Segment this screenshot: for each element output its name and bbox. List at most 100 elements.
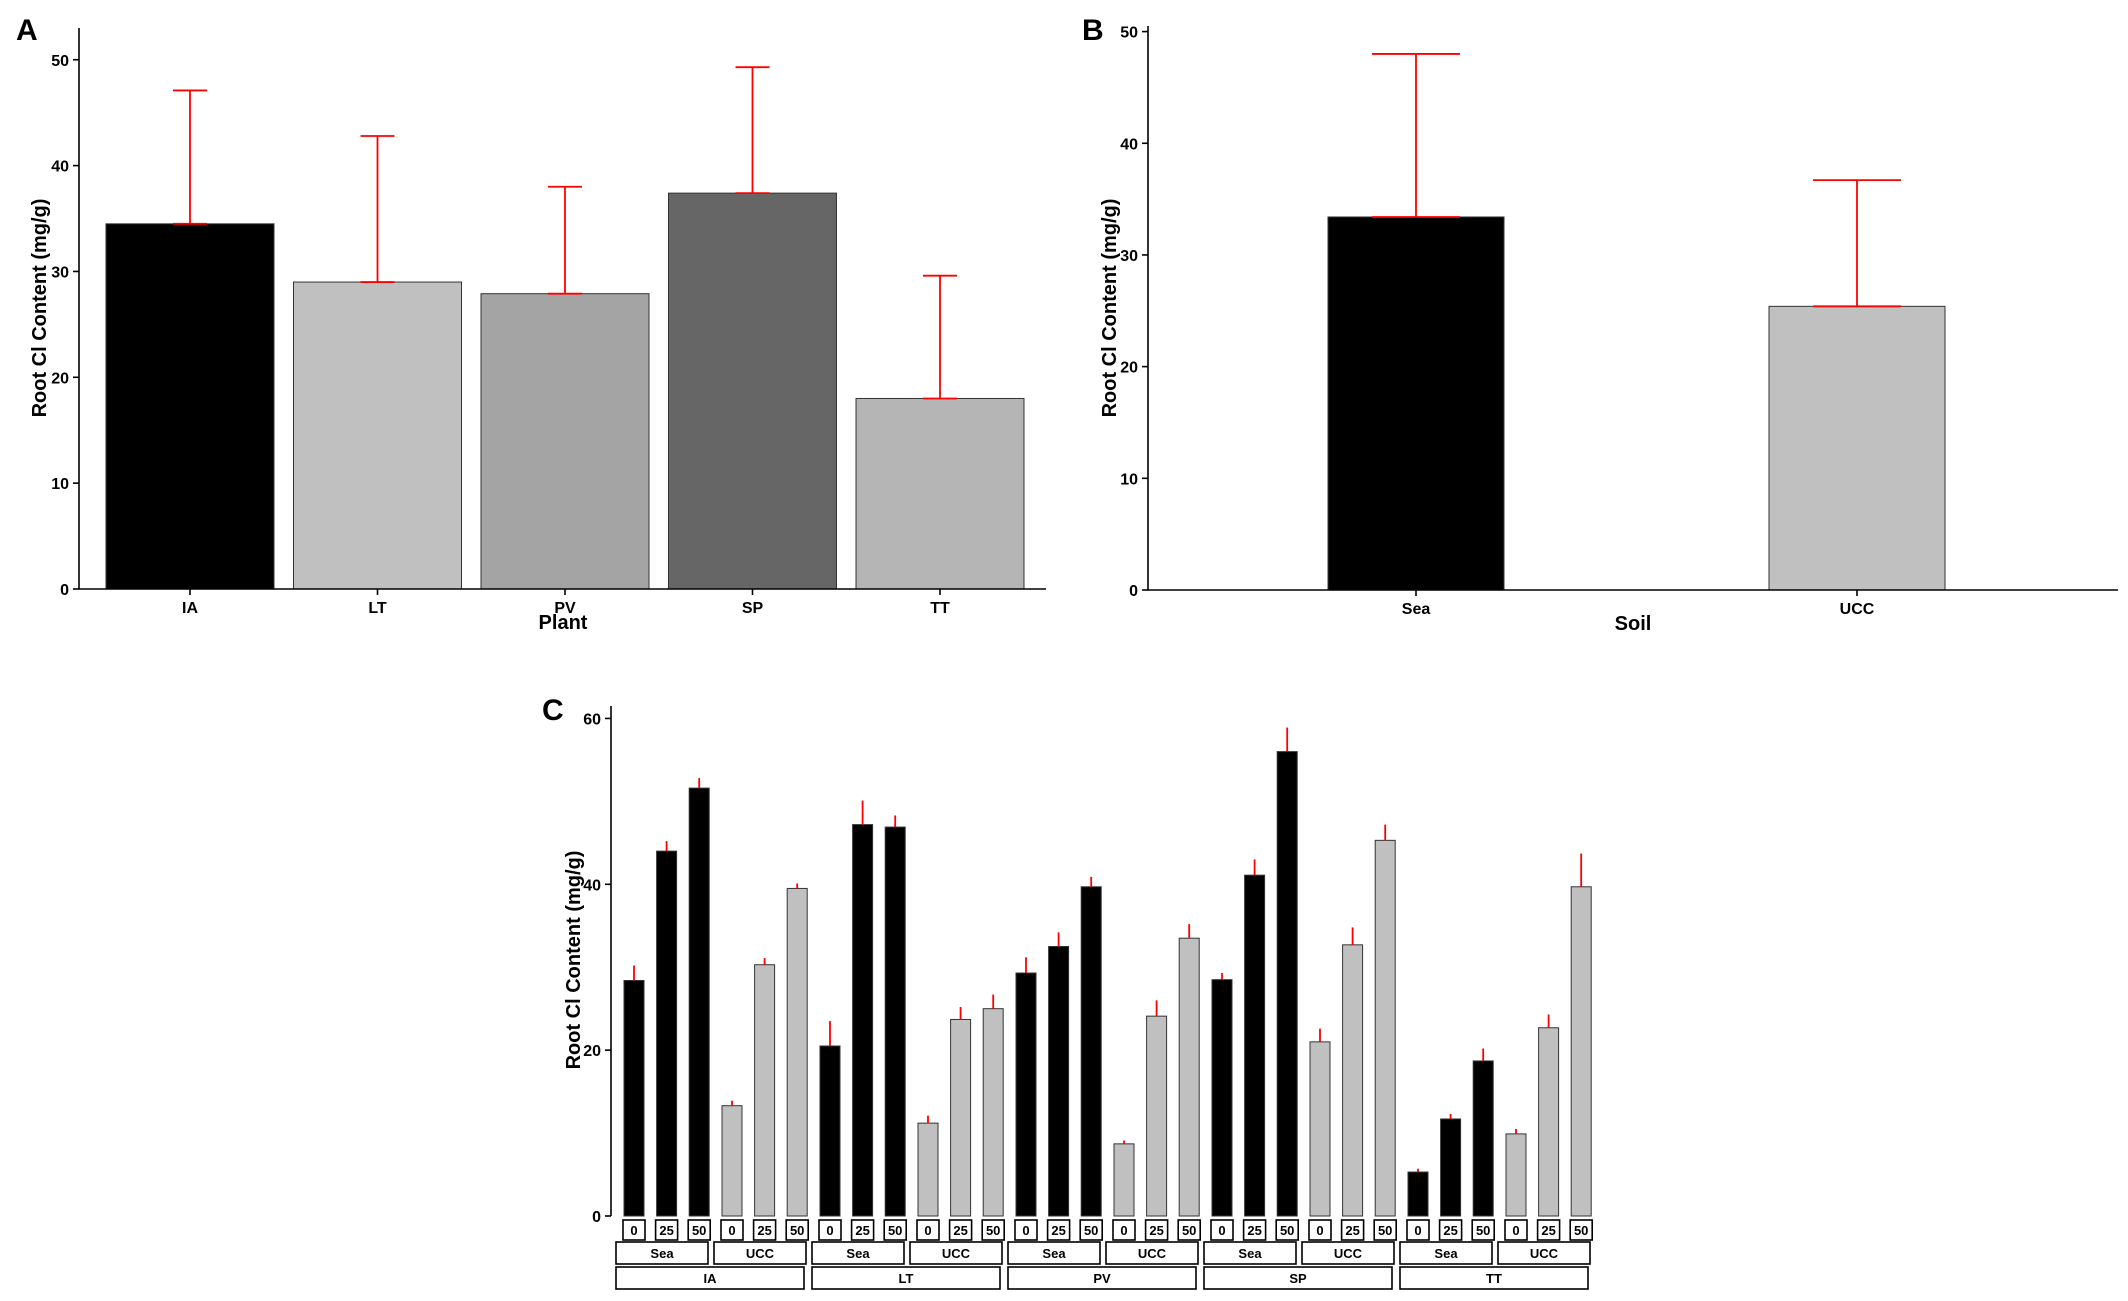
panel-c-bars xyxy=(623,751,1592,1217)
panel-c-pv-sea-level-strip xyxy=(1046,1219,1071,1241)
panel-c-pv-ucc-soil-strip xyxy=(1105,1241,1199,1265)
panel-c-pv-sea-level-label-25: 25 xyxy=(1051,1223,1065,1238)
panel-c-pv-ucc-bar-0 xyxy=(1113,1143,1135,1217)
panel-c-sp-sea-soil-label: Sea xyxy=(1238,1246,1262,1261)
panel-c-sp-ucc-soil-label: UCC xyxy=(1334,1246,1363,1261)
panel-c-pv-ucc-level-strip xyxy=(1177,1219,1201,1241)
panel-c-y-tick-label: 0 xyxy=(592,1209,601,1226)
panel-c-pv-sea-bar-25 xyxy=(1048,945,1070,1217)
panel-c: C 0 20 40 60 0 25 50 Sea 0 25 50 UCC 0 25 50 Sea 0 25 50 U… xyxy=(542,694,1593,1290)
panel-b-y-tick-label: 40 xyxy=(1120,136,1138,153)
panel-c-sp-ucc-level-label-0: 0 xyxy=(1316,1223,1323,1238)
panel-c-ia-ucc-level-strip xyxy=(752,1219,777,1241)
panel-a-x-tick-label-ia: IA xyxy=(182,600,198,617)
panel-c-tt-sea-level-label-25: 25 xyxy=(1443,1223,1457,1238)
panel-c-tt-sea-level-label-0: 0 xyxy=(1414,1223,1421,1238)
panel-c-pv-ucc-level-label-0: 0 xyxy=(1120,1223,1127,1238)
panel-c-facet-strips: 0 25 50 Sea 0 25 50 UCC 0 25 50 Sea 0 25 50 UCC 0 25 50 Sea… xyxy=(615,1219,1593,1290)
panel-a-bar-pv xyxy=(480,293,650,590)
panel-c-sp-ucc-bar-0 xyxy=(1309,1041,1331,1217)
panel-b-error-bars xyxy=(1372,53,1901,308)
panel-c-sp-sea-bar-50 xyxy=(1276,751,1298,1217)
panel-c-lt-ucc-bar-50 xyxy=(982,1008,1004,1217)
panel-c-pv-sea-level-strip xyxy=(1079,1219,1103,1241)
panel-c-sp-ucc-level-strip xyxy=(1373,1219,1397,1241)
panel-c-tt-sea-bar-50 xyxy=(1472,1060,1494,1217)
panel-c-sp-ucc-level-strip xyxy=(1308,1219,1332,1241)
panel-c-pv-sea-level-label-0: 0 xyxy=(1022,1223,1029,1238)
panel-c-pv-sea-bar-50 xyxy=(1080,886,1102,1217)
panel-c-plant-label-tt: TT xyxy=(1486,1271,1502,1286)
panel-c-lt-ucc-level-strip xyxy=(948,1219,973,1241)
panel-c-pv-ucc-level-label-25: 25 xyxy=(1149,1223,1163,1238)
panel-c-sp-ucc-level-strip xyxy=(1340,1219,1365,1241)
panel-c-tt-ucc-level-strip xyxy=(1536,1219,1561,1241)
panel-c-plant-strip-ia xyxy=(615,1266,805,1290)
panel-c-pv-sea-level-label-50: 50 xyxy=(1084,1223,1098,1238)
panel-c-plant-strip-tt xyxy=(1399,1266,1589,1290)
panel-c-plant-label-sp: SP xyxy=(1289,1271,1307,1286)
panel-a-y-tick-label: 40 xyxy=(51,159,69,176)
panel-c-tt-ucc-soil-strip xyxy=(1497,1241,1591,1265)
panel-a-x-tick-label-lt: LT xyxy=(368,600,387,617)
panel-c-lt-ucc-level-label-50: 50 xyxy=(986,1223,1000,1238)
panel-c-ia-sea-bar-50 xyxy=(688,787,710,1217)
panel-c-sp-sea-bar-25 xyxy=(1244,874,1266,1217)
panel-b-y-tick-label: 0 xyxy=(1129,583,1138,600)
panel-c-sp-sea-level-strip xyxy=(1242,1219,1267,1241)
panel-b-x-axis-label: Soil xyxy=(1615,613,1652,635)
panel-c-lt-sea-level-strip xyxy=(883,1219,908,1241)
panel-b: B 0 10 20 30 40 50 Sea UCC Soil Root Cl Conten… xyxy=(1082,14,2118,635)
panel-a-label: A xyxy=(16,14,38,47)
panel-c-pv-ucc-bar-50 xyxy=(1178,937,1200,1217)
panel-c-pv-sea-level-strip xyxy=(1014,1219,1038,1241)
panel-c-sp-sea-level-label-0: 0 xyxy=(1218,1223,1225,1238)
panel-c-ia-sea-bar-0 xyxy=(623,979,645,1217)
panel-c-lt-sea-level-strip xyxy=(818,1219,842,1241)
panel-c-tt-sea-level-strip xyxy=(1438,1219,1463,1241)
panel-c-pv-ucc-soil-label: UCC xyxy=(1138,1246,1167,1261)
panel-c-label: C xyxy=(542,694,564,727)
panel-c-y-tick-label: 40 xyxy=(583,877,601,894)
panel-b-label: B xyxy=(1082,14,1104,47)
panel-c-sp-sea-bar-0 xyxy=(1211,979,1233,1217)
panel-c-ia-ucc-bar-25 xyxy=(754,964,776,1217)
panel-c-sp-ucc-bar-25 xyxy=(1342,944,1364,1217)
panel-a-x-ticks: IA LT PV SP TT xyxy=(182,589,950,617)
panel-c-lt-sea-soil-strip xyxy=(811,1241,905,1265)
panel-c-sp-ucc-soil-strip xyxy=(1301,1241,1395,1265)
panel-c-tt-sea-level-label-50: 50 xyxy=(1476,1223,1490,1238)
panel-c-pv-ucc-level-label-50: 50 xyxy=(1182,1223,1196,1238)
panel-c-ia-sea-level-strip xyxy=(687,1219,712,1241)
panel-a-y-tick-label: 50 xyxy=(51,53,69,70)
panel-c-ia-sea-level-strip xyxy=(622,1219,646,1241)
panel-c-tt-sea-bar-25 xyxy=(1440,1118,1462,1217)
panel-c-lt-sea-level-label-0: 0 xyxy=(826,1223,833,1238)
panel-c-ia-sea-bar-25 xyxy=(656,850,678,1217)
panel-c-plant-label-ia: IA xyxy=(704,1271,718,1286)
panel-c-tt-ucc-level-label-25: 25 xyxy=(1541,1223,1555,1238)
panel-c-sp-sea-level-label-50: 50 xyxy=(1280,1223,1294,1238)
panel-c-ia-sea-level-label-0: 0 xyxy=(630,1223,637,1238)
panel-c-pv-ucc-bar-25 xyxy=(1146,1015,1168,1217)
panel-b-x-tick-label-sea: Sea xyxy=(1402,601,1431,618)
panel-c-y-ticks: 0 20 40 60 xyxy=(583,711,611,1226)
panel-c-lt-sea-bar-0 xyxy=(819,1045,841,1217)
panel-c-ia-ucc-level-strip xyxy=(785,1219,810,1241)
panel-a-y-tick-label: 30 xyxy=(51,264,69,281)
panel-b-y-tick-label: 10 xyxy=(1120,471,1138,488)
panel-c-ia-ucc-level-label-0: 0 xyxy=(728,1223,735,1238)
panel-c-lt-sea-bar-50 xyxy=(884,826,906,1217)
panel-c-lt-ucc-soil-strip xyxy=(909,1241,1003,1265)
panel-c-ia-sea-soil-strip xyxy=(615,1241,709,1265)
panel-b-bar-ucc xyxy=(1768,305,1946,591)
panel-c-ia-ucc-soil-label: UCC xyxy=(746,1246,775,1261)
panel-a-x-tick-label-pv: PV xyxy=(554,600,576,617)
panel-c-pv-ucc-level-strip xyxy=(1112,1219,1136,1241)
panel-c-sp-ucc-bar-50 xyxy=(1374,839,1396,1217)
panel-a-x-tick-label-tt: TT xyxy=(930,600,950,617)
panel-c-ia-ucc-soil-strip xyxy=(713,1241,807,1265)
panel-c-sp-ucc-level-label-25: 25 xyxy=(1345,1223,1359,1238)
panel-c-sp-sea-soil-strip xyxy=(1203,1241,1297,1265)
panel-c-plant-label-lt: LT xyxy=(899,1271,914,1286)
